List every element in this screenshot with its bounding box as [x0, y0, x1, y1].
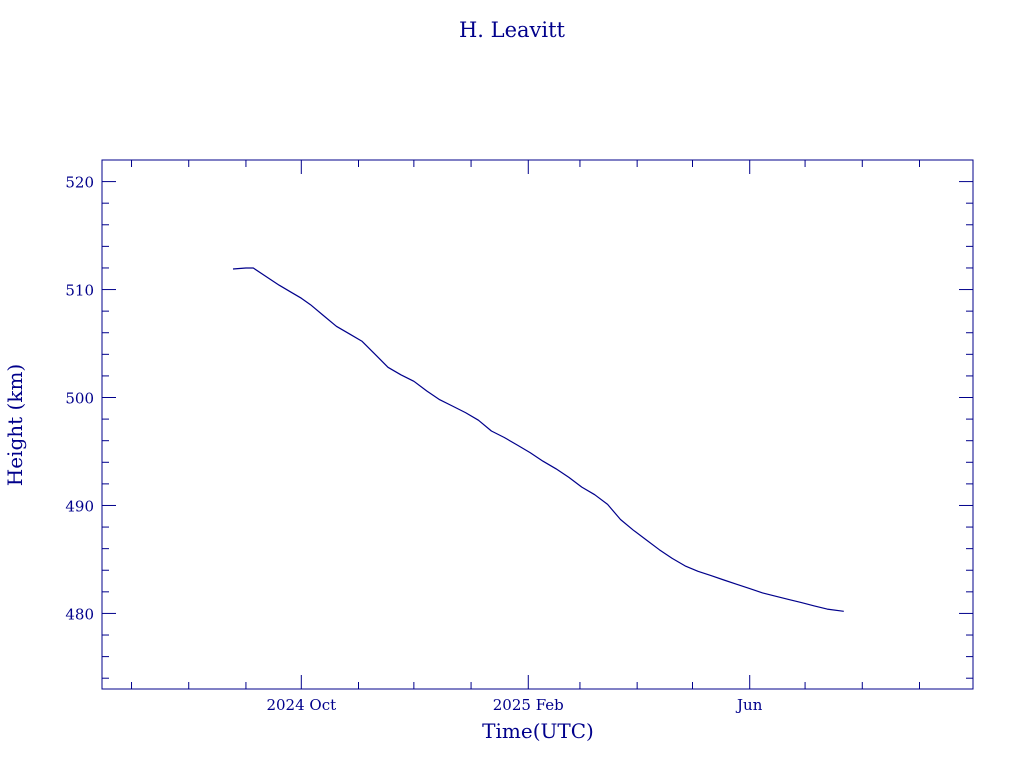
tick-labels-layer: 480 490 500 510 520 2024 Oct 2025 Feb Jun [65, 174, 762, 714]
y-tick-label: 500 [65, 390, 94, 408]
x-axis-label: Time(UTC) [482, 719, 594, 743]
axes-layer [101, 159, 974, 690]
series-layer [232, 267, 844, 612]
plot-frame [101, 159, 974, 690]
y-tick-label: 510 [65, 282, 94, 300]
y-tick-label: 480 [65, 605, 94, 623]
x-tick-label: Jun [735, 696, 763, 714]
x-tick-label: 2024 Oct [266, 696, 336, 714]
ticks-layer [102, 159, 973, 689]
chart-title: H. Leavitt [459, 18, 566, 42]
y-axis-label: Height (km) [3, 364, 27, 486]
height-series-line [232, 267, 844, 612]
y-tick-label: 490 [65, 497, 94, 515]
y-tick-label: 520 [65, 174, 94, 192]
x-tick-label: 2025 Feb [493, 696, 564, 714]
